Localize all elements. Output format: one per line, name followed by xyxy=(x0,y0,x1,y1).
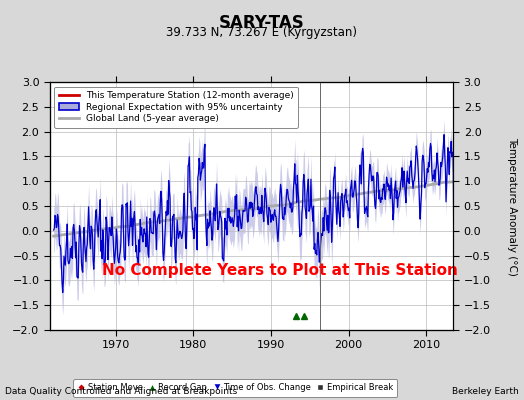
Text: Berkeley Earth: Berkeley Earth xyxy=(452,387,519,396)
Text: No Complete Years to Plot at This Station: No Complete Years to Plot at This Statio… xyxy=(102,264,458,278)
Legend: Station Move, Record Gap, Time of Obs. Change, Empirical Break: Station Move, Record Gap, Time of Obs. C… xyxy=(73,379,397,396)
Text: Data Quality Controlled and Aligned at Breakpoints: Data Quality Controlled and Aligned at B… xyxy=(5,387,237,396)
Y-axis label: Temperature Anomaly (°C): Temperature Anomaly (°C) xyxy=(507,136,518,276)
Text: SARY-TAS: SARY-TAS xyxy=(219,14,305,32)
Text: 39.733 N, 73.267 E (Kyrgyzstan): 39.733 N, 73.267 E (Kyrgyzstan) xyxy=(167,26,357,39)
